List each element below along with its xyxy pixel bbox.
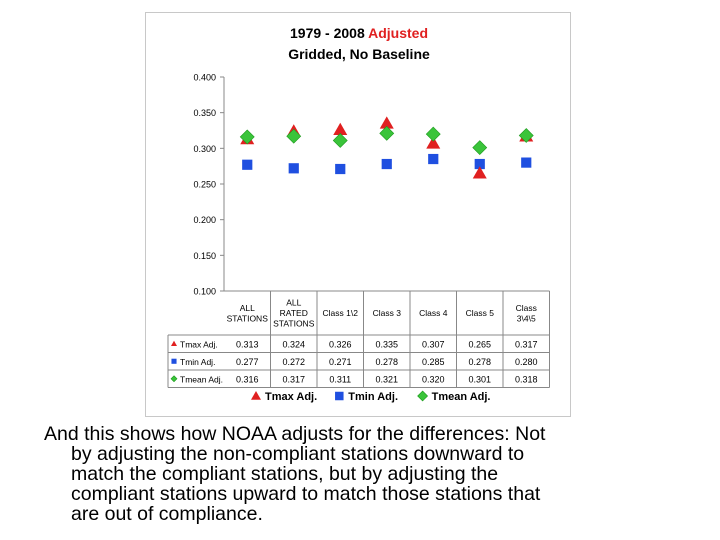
point-diamond-3 bbox=[379, 125, 395, 141]
legend-label-1: Tmin Adj. bbox=[348, 391, 398, 403]
chart-title-adjusted: Adjusted bbox=[368, 25, 428, 41]
table-value-0-5: 0.265 bbox=[468, 339, 491, 349]
category-label-6-0: Class bbox=[516, 303, 537, 313]
table-value-1-2: 0.271 bbox=[329, 357, 352, 367]
table-value-0-0: 0.313 bbox=[236, 339, 259, 349]
caption-line-4: compliant stations upward to match those… bbox=[71, 483, 541, 505]
point-diamond-6 bbox=[518, 128, 534, 143]
point-square-3 bbox=[381, 158, 392, 170]
y-tick-label-4: 0.200 bbox=[193, 215, 216, 225]
table-series-name-2: Tmean Adj. bbox=[180, 374, 223, 384]
category-label-4-0: Class 4 bbox=[419, 308, 448, 318]
category-label-1-0: ALL bbox=[286, 298, 301, 308]
table-value-0-6: 0.317 bbox=[515, 339, 538, 349]
point-square-0 bbox=[242, 159, 253, 170]
table-value-2-4: 0.320 bbox=[422, 374, 445, 384]
table-key-diamond-2 bbox=[170, 375, 178, 383]
table-value-1-1: 0.272 bbox=[282, 357, 305, 367]
category-label-0-1: STATIONS bbox=[227, 313, 269, 323]
y-tick-label-2: 0.300 bbox=[193, 144, 216, 154]
caption-line-5: are out of compliance. bbox=[71, 503, 263, 525]
chart-title: 1979 - 2008 Adjusted bbox=[290, 25, 428, 41]
point-diamond-5 bbox=[472, 140, 488, 156]
table-value-0-4: 0.307 bbox=[422, 339, 445, 349]
table-value-1-0: 0.277 bbox=[236, 357, 259, 367]
legend-label-0: Tmax Adj. bbox=[265, 391, 317, 403]
table-series-name-1: Tmin Adj. bbox=[180, 357, 215, 367]
point-triangle-2 bbox=[333, 122, 348, 136]
table-value-0-1: 0.324 bbox=[282, 339, 305, 349]
point-square-2 bbox=[335, 163, 346, 175]
table-value-2-2: 0.311 bbox=[329, 374, 351, 384]
legend-key-triangle bbox=[251, 391, 261, 400]
category-label-0-0: ALL bbox=[240, 303, 255, 313]
point-triangle-5 bbox=[472, 166, 487, 179]
point-triangle-4 bbox=[426, 136, 441, 149]
category-label-3-0: Class 3 bbox=[373, 308, 402, 318]
point-diamond-2 bbox=[332, 133, 348, 148]
point-diamond-0 bbox=[239, 129, 255, 145]
caption: And this shows how NOAA adjusts for the … bbox=[44, 424, 704, 524]
table-value-2-5: 0.301 bbox=[468, 374, 491, 384]
y-tick-label-1: 0.350 bbox=[193, 108, 216, 118]
point-square-6 bbox=[521, 157, 532, 168]
category-label-1-2: STATIONS bbox=[273, 319, 315, 329]
chart-svg: 1979 - 2008 Adjusted Gridded, No Baselin… bbox=[167, 25, 550, 403]
category-label-6-1: 3\4\5 bbox=[517, 313, 536, 323]
category-label-2-0: Class 1\2 bbox=[323, 308, 359, 318]
chart-subtitle: Gridded, No Baseline bbox=[288, 46, 430, 62]
table-key-triangle-0 bbox=[171, 340, 177, 346]
category-label-1-1: RATED bbox=[280, 308, 308, 318]
point-diamond-4 bbox=[425, 126, 441, 142]
category-label-5-0: Class 5 bbox=[466, 308, 495, 318]
table-key-square-1 bbox=[171, 358, 177, 364]
table-value-1-5: 0.278 bbox=[468, 357, 491, 367]
y-tick-label-5: 0.150 bbox=[193, 251, 216, 261]
legend-key-diamond bbox=[417, 390, 429, 402]
y-tick-label-3: 0.250 bbox=[193, 180, 216, 190]
table-value-1-4: 0.285 bbox=[422, 357, 445, 367]
table-series-name-0: Tmax Adj. bbox=[180, 339, 218, 349]
point-triangle-3 bbox=[379, 116, 394, 129]
caption-line-3: match the compliant stations, but by adj… bbox=[71, 463, 499, 485]
table-value-0-2: 0.326 bbox=[329, 339, 352, 349]
legend-key-square bbox=[335, 391, 344, 401]
table-value-0-3: 0.335 bbox=[375, 339, 398, 349]
table-value-2-6: 0.318 bbox=[515, 374, 538, 384]
table-value-1-3: 0.278 bbox=[375, 357, 398, 367]
table-value-2-1: 0.317 bbox=[282, 374, 305, 384]
caption-line-1: And this shows how NOAA adjusts for the … bbox=[44, 423, 546, 445]
legend-label-2: Tmean Adj. bbox=[432, 391, 491, 403]
table-value-2-3: 0.321 bbox=[375, 374, 398, 384]
caption-line-2: by adjusting the non-compliant stations … bbox=[71, 443, 525, 465]
chart-frame: 1979 - 2008 Adjusted Gridded, No Baselin… bbox=[145, 12, 571, 417]
table-value-1-6: 0.280 bbox=[515, 357, 538, 367]
table-value-2-0: 0.316 bbox=[236, 374, 259, 384]
point-square-1 bbox=[288, 163, 299, 174]
y-tick-label-0: 0.400 bbox=[193, 73, 216, 83]
point-diamond-1 bbox=[286, 128, 302, 144]
point-square-4 bbox=[428, 153, 439, 165]
chart-title-years: 1979 - 2008 bbox=[290, 25, 365, 41]
point-square-5 bbox=[474, 158, 485, 170]
y-tick-label-6: 0.100 bbox=[193, 287, 216, 297]
